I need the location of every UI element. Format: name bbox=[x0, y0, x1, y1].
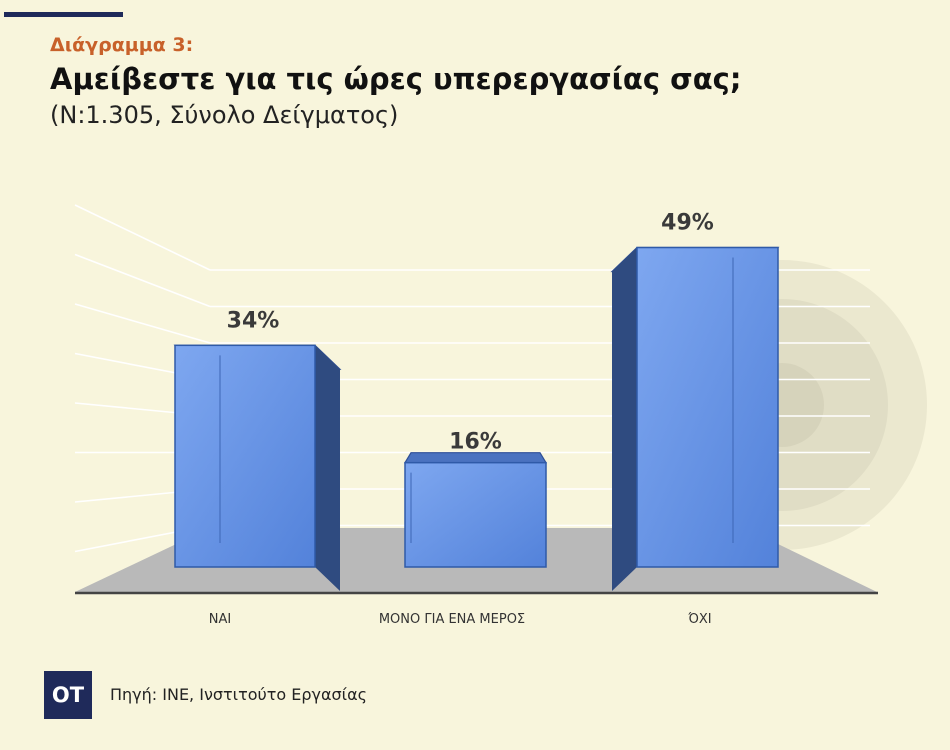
value-label: 34% bbox=[227, 308, 280, 333]
gridline-diagonal bbox=[74, 204, 211, 271]
chart-kicker: Διάγραμμα 3: bbox=[50, 34, 194, 56]
source-note: Πηγή: ΙΝΕ, Ινστιτούτο Εργασίας bbox=[110, 685, 368, 704]
chart-subtitle: (Ν:1.305, Σύνολο Δείγματος) bbox=[50, 101, 399, 129]
brand-logo: ΟΤ bbox=[44, 671, 92, 719]
bar-front-face bbox=[404, 461, 547, 568]
bar-side-face bbox=[612, 247, 637, 591]
gridline-diagonal bbox=[74, 303, 211, 344]
bar-front-face bbox=[636, 246, 779, 568]
bar-2 bbox=[403, 452, 548, 568]
value-label: 16% bbox=[449, 430, 502, 455]
bar-1 bbox=[173, 344, 342, 591]
gridline-diagonal bbox=[74, 253, 211, 308]
category-label: ΝΑΙ bbox=[209, 612, 231, 627]
top-accent-rule bbox=[4, 12, 123, 17]
category-label: ΜΟΝΟ ΓΙΑ ΕΝΑ ΜΕΡΟΣ bbox=[379, 612, 525, 627]
category-label: ΌΧΙ bbox=[687, 612, 711, 627]
chart-title: Αμείβεστε για τις ώρες υπερεργασίας σας; bbox=[50, 62, 742, 96]
bar-front-face bbox=[174, 344, 316, 568]
bar-side-face bbox=[315, 345, 340, 591]
bar-3 bbox=[610, 246, 780, 591]
value-label: 49% bbox=[661, 211, 714, 236]
